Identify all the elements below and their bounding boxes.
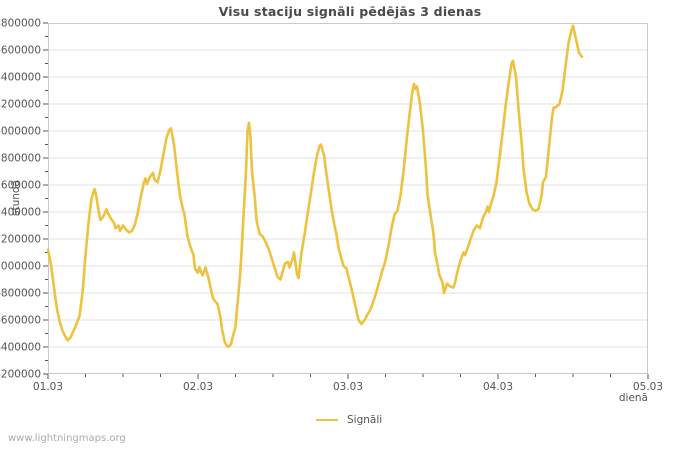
y-tick-label: 6600000 [0, 315, 41, 327]
legend-label: Signāli [347, 414, 383, 426]
x-tick-label: 03.03 [333, 381, 363, 393]
y-axis-label: stundā [10, 180, 22, 216]
watermark: www.lightningmaps.org [8, 433, 126, 444]
legend: Signāli [316, 414, 382, 426]
y-tick-label: 8200000 [0, 99, 41, 111]
chart-title: Visu staciju signāli pēdējās 3 dienas [218, 4, 482, 19]
y-tick-label: 7600000 [0, 180, 41, 192]
y-tick-label: 8800000 [0, 18, 41, 30]
y-tick-label: 6200000 [0, 369, 41, 381]
y-tick-label: 8600000 [0, 45, 41, 57]
y-tick-label: 7800000 [0, 153, 41, 165]
x-tick-label: 02.03 [183, 381, 213, 393]
x-axis-label: dienā [618, 392, 648, 404]
x-tick-label: 04.03 [483, 381, 513, 393]
y-tick-label: 7000000 [0, 261, 41, 273]
y-tick-label: 7200000 [0, 234, 41, 246]
y-tick-label: 6800000 [0, 288, 41, 300]
signals-line-series [46, 24, 584, 349]
y-tick-label: 7400000 [0, 207, 41, 219]
x-tick-label: 05.03 [633, 381, 663, 393]
x-tick-label: 01.03 [33, 381, 63, 393]
plot-border [48, 23, 648, 374]
legend-line-swatch [316, 419, 338, 421]
y-tick-label: 6400000 [0, 342, 41, 354]
y-tick-label: 8400000 [0, 72, 41, 84]
